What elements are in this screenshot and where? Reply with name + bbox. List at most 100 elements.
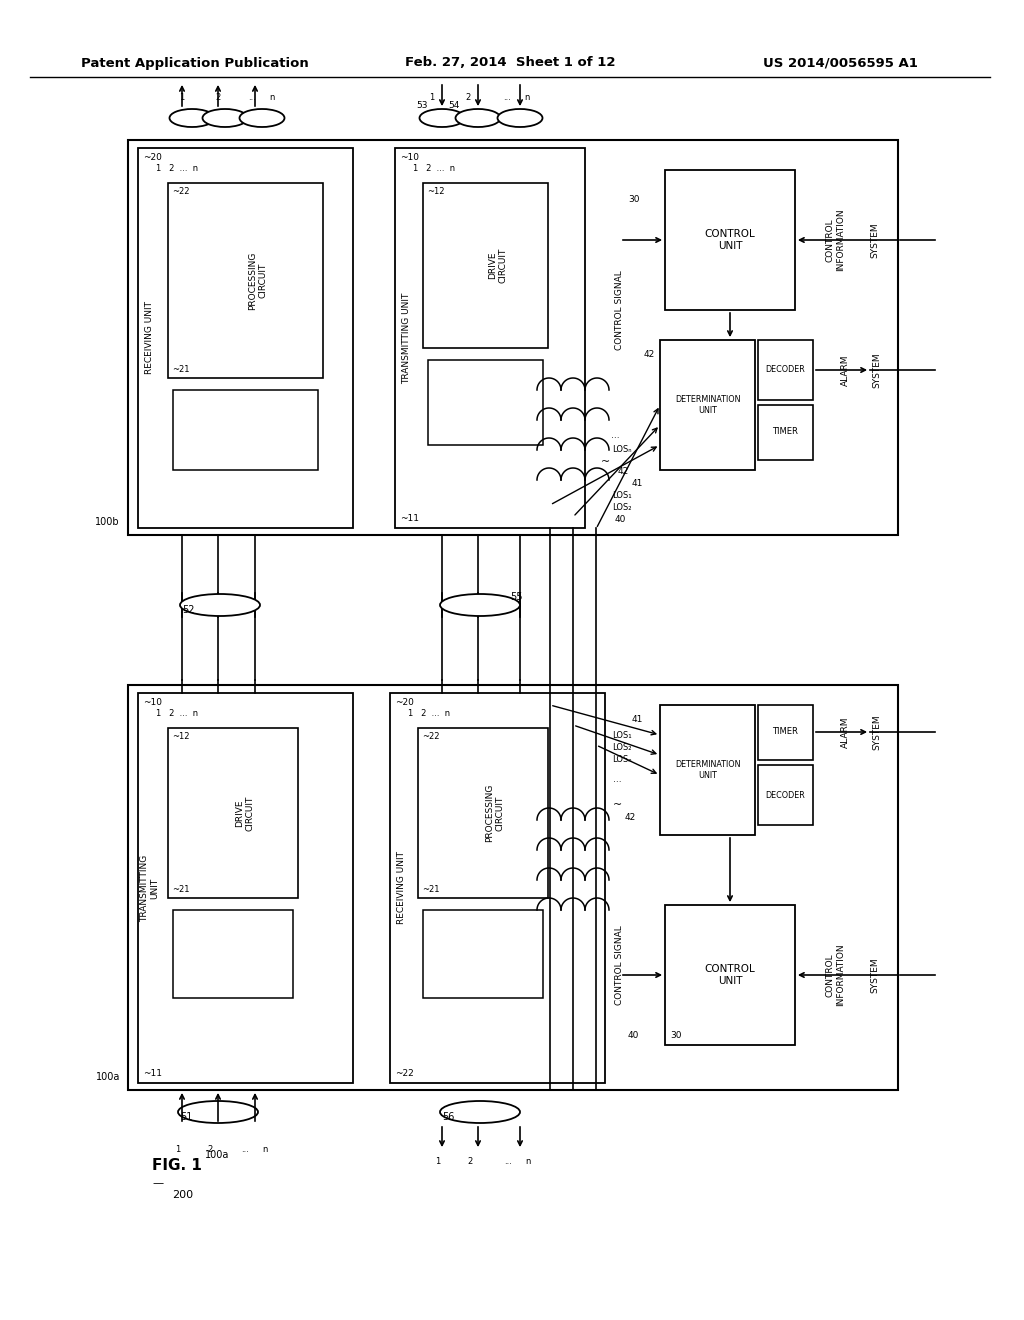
Text: 42: 42 xyxy=(644,350,655,359)
Bar xyxy=(128,140,898,535)
Text: ~: ~ xyxy=(612,800,622,810)
Text: DRIVE
CIRCUIT: DRIVE CIRCUIT xyxy=(487,248,507,284)
Ellipse shape xyxy=(240,110,285,127)
Text: US 2014/0056595 A1: US 2014/0056595 A1 xyxy=(763,57,918,70)
Text: CONTROL
INFORMATION: CONTROL INFORMATION xyxy=(825,944,845,1006)
Text: n: n xyxy=(524,94,529,103)
Text: 53: 53 xyxy=(417,100,428,110)
Text: LOS₁: LOS₁ xyxy=(612,730,632,739)
Text: ~22: ~22 xyxy=(395,1069,414,1078)
Text: ~10: ~10 xyxy=(143,698,162,708)
Bar xyxy=(138,148,353,528)
Text: LOSₙ: LOSₙ xyxy=(612,446,632,454)
Text: Feb. 27, 2014  Sheet 1 of 12: Feb. 27, 2014 Sheet 1 of 12 xyxy=(404,57,615,70)
Text: ALARM: ALARM xyxy=(841,354,850,385)
Text: ~12: ~12 xyxy=(427,187,444,195)
Text: 56: 56 xyxy=(442,1111,455,1122)
Bar xyxy=(665,906,795,1045)
Text: ~20: ~20 xyxy=(143,153,162,162)
Text: 40: 40 xyxy=(615,515,627,524)
Text: ...: ... xyxy=(241,1146,249,1155)
Ellipse shape xyxy=(440,594,520,616)
Text: 40: 40 xyxy=(628,1031,639,1040)
Text: 100b: 100b xyxy=(95,517,120,527)
Text: 1: 1 xyxy=(429,94,434,103)
Text: ~: ~ xyxy=(600,457,609,467)
Bar xyxy=(138,693,353,1082)
Bar xyxy=(418,729,548,898)
Ellipse shape xyxy=(456,110,501,127)
Text: 55: 55 xyxy=(510,591,522,602)
Text: —: — xyxy=(152,1177,163,1188)
Text: 30: 30 xyxy=(670,1031,682,1040)
Text: 41: 41 xyxy=(632,715,643,725)
Ellipse shape xyxy=(170,110,214,127)
Text: LOS₁: LOS₁ xyxy=(612,491,632,499)
Bar xyxy=(423,909,543,998)
Text: ~22: ~22 xyxy=(422,733,439,741)
Text: 1   2  ...  n: 1 2 ... n xyxy=(156,164,198,173)
Bar xyxy=(428,360,543,445)
Text: TRANSMITTING
UNIT: TRANSMITTING UNIT xyxy=(140,854,160,921)
Ellipse shape xyxy=(203,110,248,127)
Text: 100a: 100a xyxy=(205,1150,229,1160)
Text: DETERMINATION
UNIT: DETERMINATION UNIT xyxy=(675,760,740,780)
Text: n: n xyxy=(269,94,274,103)
Text: 42: 42 xyxy=(618,467,630,477)
Bar xyxy=(665,170,795,310)
Text: 1: 1 xyxy=(435,1158,440,1167)
Text: FIG. 1: FIG. 1 xyxy=(152,1158,202,1172)
Text: RECEIVING UNIT: RECEIVING UNIT xyxy=(397,851,407,924)
Text: n: n xyxy=(262,1146,267,1155)
Bar xyxy=(758,766,813,825)
Text: 54: 54 xyxy=(449,100,460,110)
Bar xyxy=(660,705,755,836)
Text: n: n xyxy=(525,1158,530,1167)
Text: 2: 2 xyxy=(465,94,471,103)
Text: SYSTEM: SYSTEM xyxy=(872,352,882,388)
Text: SYSTEM: SYSTEM xyxy=(872,714,882,750)
Text: DECODER: DECODER xyxy=(765,366,805,375)
Text: ...: ... xyxy=(503,94,511,103)
Text: ~21: ~21 xyxy=(172,366,189,374)
Text: TIMER: TIMER xyxy=(772,727,798,737)
Text: CONTROL
UNIT: CONTROL UNIT xyxy=(705,230,756,251)
Text: ...: ... xyxy=(612,776,622,784)
Text: 2: 2 xyxy=(467,1158,473,1167)
Text: 1: 1 xyxy=(175,1146,180,1155)
Text: ~22: ~22 xyxy=(172,187,189,195)
Text: 41: 41 xyxy=(632,479,643,487)
Text: CONTROL
INFORMATION: CONTROL INFORMATION xyxy=(825,209,845,272)
Text: SYSTEM: SYSTEM xyxy=(870,957,880,993)
Text: 30: 30 xyxy=(628,195,640,205)
Text: 1   2  ...  n: 1 2 ... n xyxy=(408,709,451,718)
Text: CONTROL
UNIT: CONTROL UNIT xyxy=(705,964,756,986)
Text: LOSₙ: LOSₙ xyxy=(612,755,632,763)
Text: ...: ... xyxy=(504,1158,512,1167)
Bar xyxy=(395,148,585,528)
Bar xyxy=(390,693,605,1082)
Ellipse shape xyxy=(420,110,465,127)
Bar xyxy=(660,341,755,470)
Text: 100a: 100a xyxy=(95,1072,120,1082)
Text: ~12: ~12 xyxy=(172,733,189,741)
Bar xyxy=(173,389,318,470)
Text: Patent Application Publication: Patent Application Publication xyxy=(81,57,309,70)
Text: 200: 200 xyxy=(172,1191,194,1200)
Text: 1   2  ...  n: 1 2 ... n xyxy=(156,709,198,718)
Ellipse shape xyxy=(178,1101,258,1123)
Text: ~11: ~11 xyxy=(143,1069,162,1078)
Text: TIMER: TIMER xyxy=(772,428,798,437)
Text: CONTROL SIGNAL: CONTROL SIGNAL xyxy=(615,925,625,1005)
Text: DETERMINATION
UNIT: DETERMINATION UNIT xyxy=(675,395,740,414)
Text: ALARM: ALARM xyxy=(841,717,850,747)
Text: 2: 2 xyxy=(215,94,220,103)
Text: ~20: ~20 xyxy=(395,698,414,708)
Text: 42: 42 xyxy=(625,813,636,822)
Bar xyxy=(168,729,298,898)
Text: PROCESSING
CIRCUIT: PROCESSING CIRCUIT xyxy=(248,251,267,310)
Ellipse shape xyxy=(498,110,543,127)
Bar xyxy=(758,705,813,760)
Text: 1: 1 xyxy=(179,94,184,103)
Bar xyxy=(758,341,813,400)
